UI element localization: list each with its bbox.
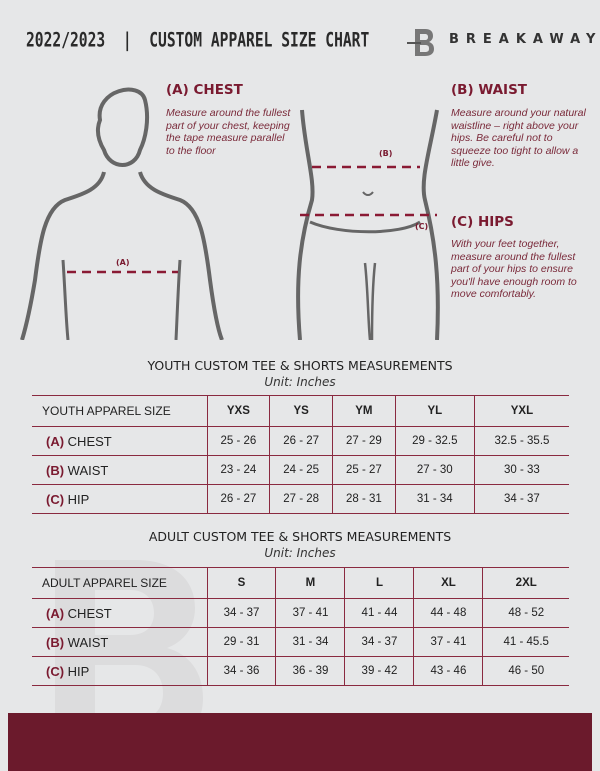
row-name: CHEST (67, 605, 112, 621)
youth-size-table: YOUTH APPAREL SIZE YXS YS YM YL YXL (A) CHEST 2… (32, 395, 569, 514)
row-name: WAIST (67, 634, 109, 650)
column-header: M (275, 567, 346, 599)
table-cell: 31 - 34 (275, 627, 346, 657)
table-row: (C) HIP 26 - 27 27 - 28 28 - 31 31 - 34 34 - … (32, 484, 569, 514)
row-label: (B) WAIST (32, 627, 208, 657)
table-cell: 30 - 33 (473, 455, 569, 485)
youth-table-title: YOUTH CUSTOM TEE & SHORTS MEASUREMENTS (147, 358, 453, 373)
table-header-row: ADULT APPAREL SIZE S M L XL 2XL (32, 567, 569, 599)
column-header: ADULT APPAREL SIZE (32, 567, 208, 599)
table-cell: 28 - 31 (332, 484, 396, 514)
table-cell: 26 - 27 (269, 426, 333, 456)
row-code: (A) (46, 433, 65, 449)
waist-description: Measure around your natural waistline – … (451, 107, 586, 170)
hips-marker: (C) (415, 222, 429, 231)
table-row: (C) HIP 34 - 36 36 - 39 39 - 42 43 - 46 46 - … (32, 656, 569, 686)
column-header: 2XL (482, 567, 569, 599)
column-header: S (206, 567, 277, 599)
chest-marker: (A) (116, 258, 130, 267)
brand-name: BREAKAWAY (449, 32, 600, 47)
table-cell: 41 - 44 (344, 598, 415, 628)
row-label: (C) HIP (32, 484, 208, 514)
row-code: (B) (46, 462, 65, 478)
table-cell: 34 - 37 (206, 598, 277, 628)
column-header: YL (394, 395, 475, 427)
table-row: (A) CHEST 25 - 26 26 - 27 27 - 29 29 - 32.5 3… (32, 426, 569, 456)
page-title: 2022/2023 | CUSTOM APPAREL SIZE CHART (26, 29, 370, 52)
table-cell: 34 - 37 (344, 627, 415, 657)
row-name: CHEST (67, 433, 112, 449)
column-header: XL (413, 567, 484, 599)
row-label: (C) HIP (32, 656, 208, 686)
table-cell: 26 - 27 (206, 484, 271, 514)
row-label: (A) CHEST (32, 598, 208, 628)
column-header: YXL (473, 395, 569, 427)
chest-description: Measure around the fullest part of your … (166, 107, 291, 157)
adult-table-unit: Unit: Inches (264, 546, 336, 560)
table-cell: 24 - 25 (269, 455, 333, 485)
waist-heading: (B) WAIST (451, 82, 528, 98)
youth-table-unit: Unit: Inches (264, 375, 336, 389)
footer-bar (8, 713, 592, 771)
table-cell: 29 - 31 (206, 627, 277, 657)
table-row: (A) CHEST 34 - 37 37 - 41 41 - 44 44 - 48 48 … (32, 598, 569, 628)
table-cell: 41 - 45.5 (482, 627, 569, 657)
table-cell: 37 - 41 (275, 598, 346, 628)
column-header: YOUTH APPAREL SIZE (32, 395, 208, 427)
table-cell: 36 - 39 (275, 656, 346, 686)
row-name: WAIST (67, 462, 109, 478)
table-cell: 32.5 - 35.5 (473, 426, 569, 456)
row-name: HIP (67, 491, 90, 507)
table-header-row: YOUTH APPAREL SIZE YXS YS YM YL YXL (32, 395, 569, 427)
breakaway-logo-icon (407, 29, 434, 56)
lower-body-figure-icon (296, 109, 440, 340)
row-code: (C) (46, 491, 65, 507)
table-cell: 34 - 36 (206, 656, 277, 686)
table-cell: 25 - 27 (332, 455, 396, 485)
chest-heading: (A) CHEST (166, 82, 243, 98)
hips-description: With your feet together, measure around … (451, 238, 577, 301)
row-name: HIP (67, 663, 90, 679)
row-label: (B) WAIST (32, 455, 208, 485)
table-cell: 25 - 26 (206, 426, 271, 456)
adult-table-title: ADULT CUSTOM TEE & SHORTS MEASUREMENTS (148, 529, 452, 544)
table-cell: 46 - 50 (482, 656, 569, 686)
table-cell: 34 - 37 (473, 484, 569, 514)
column-header: YS (269, 395, 333, 427)
table-cell: 31 - 34 (394, 484, 475, 514)
torso-figure-icon (20, 87, 224, 340)
table-row: (B) WAIST 23 - 24 24 - 25 25 - 27 27 - 30 30 … (32, 455, 569, 485)
table-cell: 23 - 24 (206, 455, 271, 485)
column-header: L (344, 567, 415, 599)
row-label: (A) CHEST (32, 426, 208, 456)
hips-heading: (C) HIPS (451, 214, 514, 230)
table-cell: 37 - 41 (413, 627, 484, 657)
table-cell: 39 - 42 (344, 656, 415, 686)
table-cell: 27 - 29 (332, 426, 396, 456)
adult-size-table: ADULT APPAREL SIZE S M L XL 2XL (A) CHEST 34 - … (32, 567, 569, 686)
row-code: (A) (46, 605, 65, 621)
row-code: (B) (46, 634, 65, 650)
waist-marker: (B) (379, 149, 393, 158)
table-cell: 27 - 30 (394, 455, 475, 485)
column-header: YXS (206, 395, 271, 427)
body-measurement-illustration (20, 87, 440, 340)
table-cell: 44 - 48 (413, 598, 484, 628)
table-cell: 48 - 52 (482, 598, 569, 628)
table-cell: 29 - 32.5 (394, 426, 475, 456)
row-code: (C) (46, 663, 65, 679)
table-cell: 43 - 46 (413, 656, 484, 686)
table-row: (B) WAIST 29 - 31 31 - 34 34 - 37 37 - 41 41 … (32, 627, 569, 657)
column-header: YM (332, 395, 396, 427)
table-cell: 27 - 28 (269, 484, 333, 514)
